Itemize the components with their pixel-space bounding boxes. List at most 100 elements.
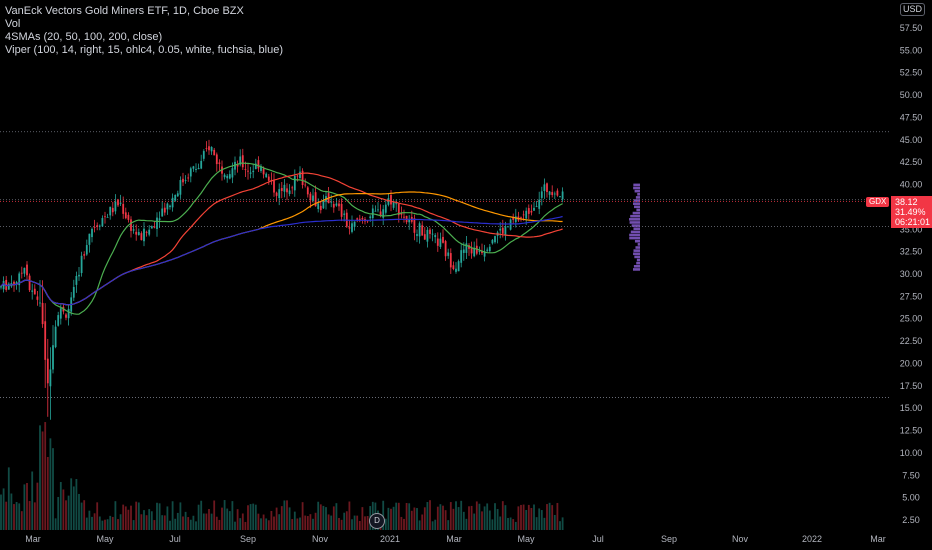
volume-bar [57,496,60,530]
dividend-marker-icon[interactable]: D [369,513,385,529]
volume-bar [330,515,333,530]
volume-bar [481,511,483,530]
volume-bar [119,514,122,530]
volume-bar [405,502,408,530]
candle-body [423,234,426,240]
candle-body [244,169,247,170]
volume-bar [59,482,62,530]
volume-bar [169,520,171,530]
volume-bar [361,507,364,530]
y-tick-label: 22.50 [900,336,923,346]
candle-body [418,223,421,237]
volume-bar [247,505,249,530]
candle-body [111,207,114,213]
currency-button[interactable]: USD [900,3,926,16]
volume-bar [85,517,88,530]
volume-bar [475,501,478,530]
volume-bar [426,502,429,530]
candle-body [434,235,437,238]
candle-body [299,171,301,179]
volume-bar [31,471,34,530]
volume-bar [140,514,143,530]
candle-body [247,170,249,172]
candle-body [533,207,535,211]
candle-body [455,268,457,272]
candle-body [226,175,229,179]
volume-bar [200,500,203,530]
y-tick-label: 25.00 [900,314,923,324]
candle-body [332,204,335,208]
candle-body [158,218,161,220]
candle-body [7,283,10,290]
candle-body [296,175,299,177]
volume-bar [449,502,452,530]
volume-bar [423,507,426,530]
volume-bar [171,501,174,530]
y-tick-label: 50.00 [900,90,923,100]
candle-body [197,167,200,170]
candle-body [335,203,338,206]
volume-bar [431,521,434,530]
volume-bar [26,483,28,530]
candle-body [501,227,504,234]
candle-body [556,190,559,196]
x-tick-label: 2022 [802,534,822,544]
candle-body [447,252,450,256]
volume-bar [478,503,481,530]
profile-bar [634,239,640,243]
volume-profile [629,183,640,271]
volume-bar [447,520,450,530]
chart-legend: VanEck Vectors Gold Miners ETF, 1D, Cboe… [5,5,283,57]
x-tick-label: May [517,534,535,544]
volume-bar [345,511,348,530]
volume-bar [473,513,476,530]
volume-bar [215,516,218,530]
volume-bar [392,506,395,530]
candle-body [356,218,359,220]
profile-bar [633,227,640,231]
candle-body [91,228,93,238]
candle-body [267,176,270,181]
sma20-line [0,162,563,315]
volume-bar [189,519,192,530]
candle-body [514,216,517,223]
volume-bar [296,518,299,530]
candle-body [33,288,36,295]
volume-bar [444,510,447,530]
legend-sma: 4SMAs (20, 50, 100, 200, close) [5,31,163,43]
volume-bar [551,505,554,530]
volume-bar [0,494,2,530]
volume-bar [283,500,286,530]
profile-bar [629,218,640,221]
volume-bar [239,518,242,530]
candle-body [338,203,340,207]
candle-body [231,168,234,178]
profile-bar [631,224,640,227]
candle-body [283,184,286,192]
volume-bar [39,425,41,530]
candle-body [192,166,195,169]
x-tick-label: May [96,534,114,544]
candle-body [301,170,304,186]
y-tick-label: 42.50 [900,157,923,167]
volume-bar [527,504,530,530]
volume-bar [312,518,314,530]
profile-bar [632,211,640,215]
volume-bar [65,500,67,530]
volume-bar [353,515,356,530]
volume-bar [509,517,512,530]
candle-body [322,200,325,209]
candle-body [374,210,377,212]
candle-body [145,231,148,233]
candle-body [163,207,166,213]
volume-bar [540,510,543,530]
candle-body [59,308,62,319]
candle-body [119,202,122,204]
candle-body [98,225,101,227]
candle-body [525,210,528,219]
profile-bar [629,221,640,224]
candle-body [2,281,5,290]
candle-body [208,146,210,151]
volume-bar [483,506,486,530]
